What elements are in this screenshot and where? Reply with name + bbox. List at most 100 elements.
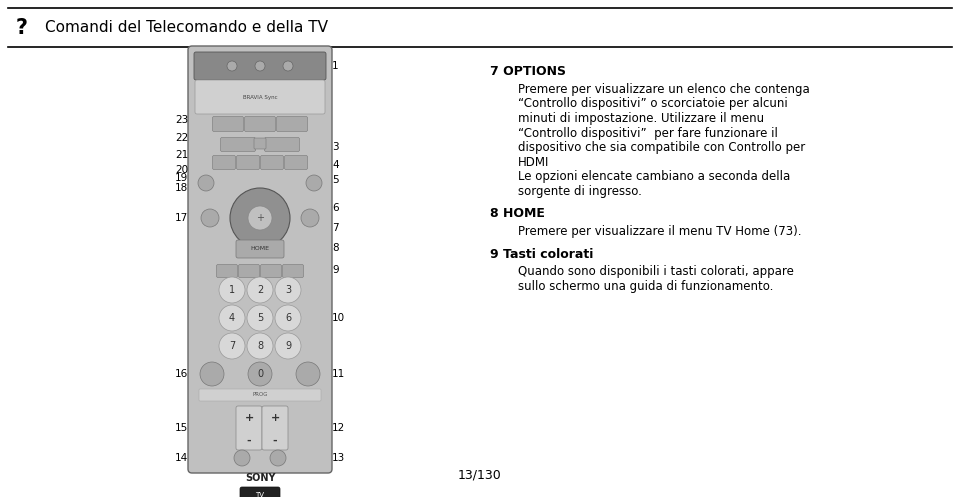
Circle shape [283,61,293,71]
Circle shape [247,305,273,331]
FancyBboxPatch shape [282,264,303,277]
Text: “Controllo dispositivi” o scorciatoie per alcuni: “Controllo dispositivi” o scorciatoie pe… [518,97,788,110]
Circle shape [219,305,245,331]
FancyBboxPatch shape [194,52,326,80]
Text: +: + [256,213,264,223]
Text: 7 OPTIONS: 7 OPTIONS [490,65,566,78]
Text: 10: 10 [332,313,346,323]
Circle shape [270,450,286,466]
Text: 23: 23 [175,115,188,125]
FancyBboxPatch shape [240,487,280,497]
Circle shape [198,175,214,191]
Text: 17: 17 [175,213,188,223]
FancyBboxPatch shape [276,116,307,132]
Circle shape [275,333,301,359]
Circle shape [296,362,320,386]
Text: 18: 18 [175,183,188,193]
Circle shape [306,175,322,191]
Text: 14: 14 [175,453,188,463]
Circle shape [301,209,319,227]
Text: Quando sono disponibili i tasti colorati, appare: Quando sono disponibili i tasti colorati… [518,265,794,278]
Text: 20: 20 [175,165,188,175]
FancyBboxPatch shape [195,80,325,114]
Text: Premere per visualizzare il menu TV Home (73).: Premere per visualizzare il menu TV Home… [518,225,802,238]
Text: 21: 21 [175,150,188,160]
Text: 19: 19 [175,173,188,183]
FancyBboxPatch shape [236,240,284,258]
FancyBboxPatch shape [254,138,266,149]
Text: 0: 0 [257,369,263,379]
Circle shape [247,333,273,359]
Text: sorgente di ingresso.: sorgente di ingresso. [518,184,642,197]
Text: +: + [245,413,253,423]
FancyBboxPatch shape [262,406,288,450]
Text: 4: 4 [332,160,339,170]
Text: 1: 1 [332,61,339,71]
Text: sullo schermo una guida di funzionamento.: sullo schermo una guida di funzionamento… [518,280,774,293]
Text: 3: 3 [332,142,339,152]
Text: BRAVIA Sync: BRAVIA Sync [243,95,277,100]
Circle shape [234,450,250,466]
Text: TV: TV [255,492,265,497]
Text: 7: 7 [332,223,339,233]
Text: 5: 5 [257,313,263,323]
Text: 9: 9 [332,265,339,275]
Text: Premere per visualizzare un elenco che contenga: Premere per visualizzare un elenco che c… [518,83,809,96]
Text: 5: 5 [332,175,339,185]
Circle shape [230,188,290,248]
Text: HOME: HOME [251,247,270,251]
Text: 13/130: 13/130 [458,469,502,482]
Text: 2: 2 [257,285,263,295]
FancyBboxPatch shape [236,156,259,169]
Text: -: - [247,436,252,446]
Text: 9 Tasti colorati: 9 Tasti colorati [490,248,593,260]
Text: +: + [271,413,279,423]
FancyBboxPatch shape [238,264,259,277]
FancyBboxPatch shape [236,406,262,450]
Circle shape [275,277,301,303]
Circle shape [248,206,272,230]
Text: HDMI: HDMI [518,156,549,168]
Text: 13: 13 [332,453,346,463]
FancyBboxPatch shape [260,156,283,169]
Text: 8: 8 [257,341,263,351]
Text: ?: ? [16,18,28,38]
Text: 6: 6 [332,203,339,213]
Circle shape [219,277,245,303]
Circle shape [219,333,245,359]
FancyBboxPatch shape [284,156,307,169]
Text: -: - [273,436,277,446]
Text: minuti di impostazione. Utilizzare il menu: minuti di impostazione. Utilizzare il me… [518,112,764,125]
Text: PROG: PROG [252,393,268,398]
Circle shape [248,362,272,386]
Text: 11: 11 [332,369,346,379]
FancyBboxPatch shape [212,116,244,132]
Circle shape [201,209,219,227]
Text: 12: 12 [332,423,346,433]
Text: Le opzioni elencate cambiano a seconda della: Le opzioni elencate cambiano a seconda d… [518,170,790,183]
Text: 4: 4 [228,313,235,323]
FancyBboxPatch shape [188,46,332,473]
Circle shape [247,277,273,303]
FancyBboxPatch shape [245,116,276,132]
Text: 22: 22 [175,133,188,143]
FancyBboxPatch shape [212,156,235,169]
Text: 15: 15 [175,423,188,433]
FancyBboxPatch shape [265,138,300,152]
Text: 7: 7 [228,341,235,351]
Text: 1: 1 [228,285,235,295]
Text: 16: 16 [175,369,188,379]
Text: 6: 6 [285,313,291,323]
FancyBboxPatch shape [217,264,237,277]
FancyBboxPatch shape [260,264,281,277]
Text: 3: 3 [285,285,291,295]
FancyBboxPatch shape [199,389,321,401]
Circle shape [255,61,265,71]
Circle shape [200,362,224,386]
Text: SONY: SONY [245,473,276,483]
Text: 8 HOME: 8 HOME [490,207,545,220]
Circle shape [227,61,237,71]
Text: Comandi del Telecomando e della TV: Comandi del Telecomando e della TV [45,20,328,35]
Text: “Controllo dispositivi”  per fare funzionare il: “Controllo dispositivi” per fare funzion… [518,127,778,140]
Circle shape [275,305,301,331]
